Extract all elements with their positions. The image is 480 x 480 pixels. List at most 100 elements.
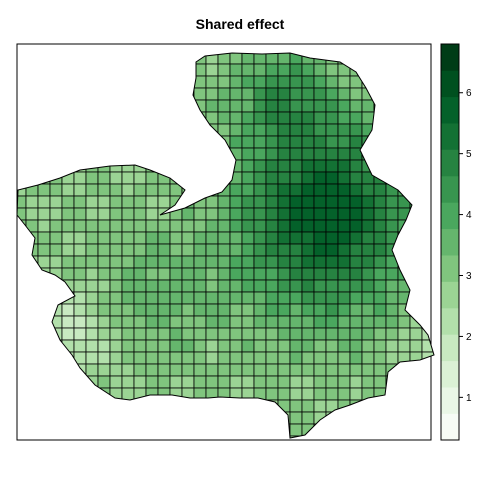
grid-cell [14, 136, 26, 148]
grid-cell [134, 436, 146, 448]
grid-cell [86, 100, 98, 112]
grid-cell [182, 280, 194, 292]
grid-cell [146, 268, 158, 280]
grid-cell [386, 88, 398, 100]
grid-cell [314, 196, 326, 208]
grid-cell [350, 112, 362, 124]
grid-cell [338, 328, 350, 340]
grid-cell [290, 76, 302, 88]
grid-cell [50, 148, 62, 160]
grid-cell [266, 244, 278, 256]
grid-cell [50, 196, 62, 208]
grid-cell [422, 304, 434, 316]
grid-cell [254, 220, 266, 232]
grid-cell [182, 220, 194, 232]
grid-cell [98, 112, 110, 124]
grid-cell [194, 424, 206, 436]
grid-cell [242, 88, 254, 100]
grid-cell [350, 64, 362, 76]
grid-cell [290, 364, 302, 376]
grid-cell [266, 88, 278, 100]
grid-cell [158, 136, 170, 148]
grid-cell [62, 268, 74, 280]
grid-cell [278, 244, 290, 256]
grid-cell [62, 256, 74, 268]
grid-cell [194, 304, 206, 316]
grid-cell [146, 304, 158, 316]
grid-cell [122, 424, 134, 436]
grid-cell [290, 400, 302, 412]
grid-cell [302, 400, 314, 412]
grid-cell [74, 112, 86, 124]
grid-cell [26, 64, 38, 76]
grid-cell [314, 220, 326, 232]
grid-cell [278, 328, 290, 340]
grid-cell [254, 136, 266, 148]
grid-cell [218, 328, 230, 340]
grid-cell [242, 316, 254, 328]
grid-cell [242, 124, 254, 136]
grid-cell [302, 196, 314, 208]
grid-cell [26, 268, 38, 280]
grid-cell [98, 88, 110, 100]
grid-cell [278, 124, 290, 136]
grid-cell [374, 208, 386, 220]
grid-cell [302, 256, 314, 268]
grid-cell [374, 100, 386, 112]
grid-cell [110, 124, 122, 136]
grid-cell [254, 88, 266, 100]
grid-cell [398, 400, 410, 412]
grid-cell [374, 64, 386, 76]
grid-cell [338, 232, 350, 244]
grid-cell [230, 184, 242, 196]
grid-cell [266, 376, 278, 388]
grid-cell [362, 76, 374, 88]
grid-cell [386, 424, 398, 436]
grid-cell [98, 436, 110, 448]
grid-cell [86, 52, 98, 64]
legend-tick-label: 4 [466, 210, 472, 221]
grid-cell [182, 124, 194, 136]
grid-cell [98, 292, 110, 304]
legend-tick-label: 3 [466, 271, 472, 282]
grid-cell [350, 400, 362, 412]
grid-cell [86, 388, 98, 400]
grid-cell [422, 232, 434, 244]
grid-cell [242, 100, 254, 112]
grid-cell [314, 88, 326, 100]
grid-cell [290, 124, 302, 136]
grid-cell [326, 184, 338, 196]
grid-cell [74, 184, 86, 196]
grid-cell [74, 232, 86, 244]
grid-cell [242, 184, 254, 196]
grid-cell [254, 256, 266, 268]
grid-cell [134, 208, 146, 220]
grid-cell [98, 52, 110, 64]
grid-cell [314, 424, 326, 436]
grid-cell [86, 424, 98, 436]
grid-cell [170, 64, 182, 76]
grid-cell [410, 280, 422, 292]
grid-cell [230, 352, 242, 364]
grid-cell [146, 316, 158, 328]
grid-cell [362, 292, 374, 304]
grid-cell [290, 376, 302, 388]
grid-cell [86, 112, 98, 124]
grid-cell [326, 292, 338, 304]
grid-cell [38, 328, 50, 340]
grid-cell [158, 364, 170, 376]
grid-cell [194, 436, 206, 448]
grid-cell [50, 208, 62, 220]
grid-cell [110, 112, 122, 124]
grid-cell [206, 220, 218, 232]
grid-cell [98, 148, 110, 160]
grid-cell [62, 388, 74, 400]
grid-cell [326, 364, 338, 376]
grid-cell [230, 412, 242, 424]
grid-cell [386, 112, 398, 124]
grid-cell [386, 268, 398, 280]
grid-cell [266, 196, 278, 208]
grid-cell [386, 376, 398, 388]
grid-cell [98, 244, 110, 256]
grid-cell [386, 232, 398, 244]
